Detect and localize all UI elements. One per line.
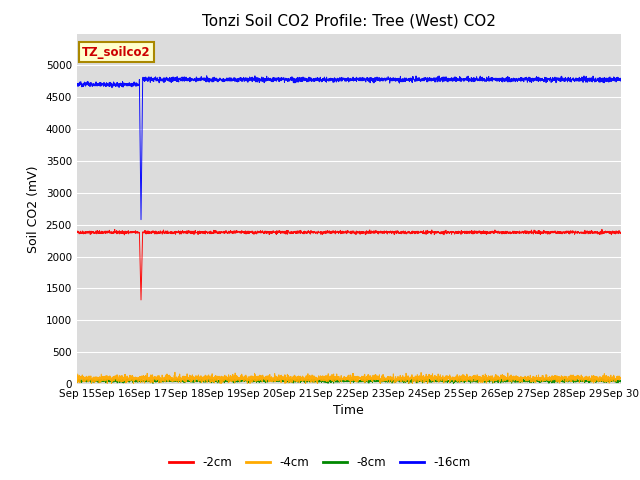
Text: TZ_soilco2: TZ_soilco2 bbox=[82, 46, 151, 59]
X-axis label: Time: Time bbox=[333, 405, 364, 418]
Title: Tonzi Soil CO2 Profile: Tree (West) CO2: Tonzi Soil CO2 Profile: Tree (West) CO2 bbox=[202, 13, 496, 28]
Legend: -2cm, -4cm, -8cm, -16cm: -2cm, -4cm, -8cm, -16cm bbox=[164, 452, 476, 474]
Y-axis label: Soil CO2 (mV): Soil CO2 (mV) bbox=[27, 165, 40, 252]
